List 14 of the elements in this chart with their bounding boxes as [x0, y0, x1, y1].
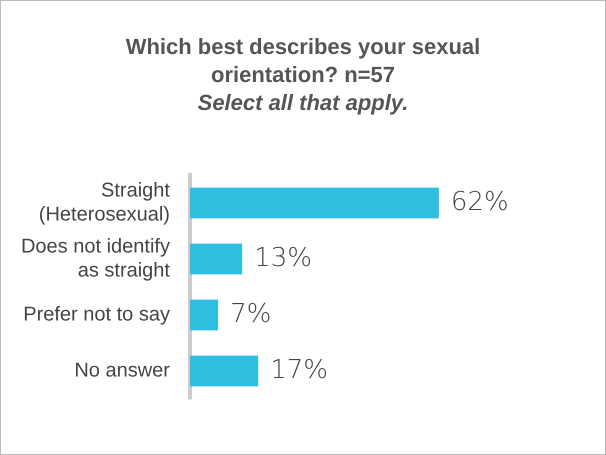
data-label: 7%: [230, 298, 272, 329]
data-label: 62%: [450, 186, 509, 217]
data-label: 13%: [254, 242, 312, 273]
bar: [190, 188, 439, 218]
y-tick-label: Straight (Heterosexual): [38, 180, 170, 226]
bar: [190, 244, 242, 274]
y-tick-label: Prefer not to say: [23, 304, 170, 326]
y-tick-label: No answer: [74, 360, 170, 382]
y-tick-label: Does not identify as straight: [20, 236, 170, 282]
chart-title: Which best describes your sexual orientation? n=57: [124, 33, 482, 89]
bar: [190, 356, 258, 386]
bar: [190, 300, 218, 330]
chart-subtitle: Select all that apply.: [196, 89, 410, 117]
data-label: 17%: [270, 354, 328, 385]
